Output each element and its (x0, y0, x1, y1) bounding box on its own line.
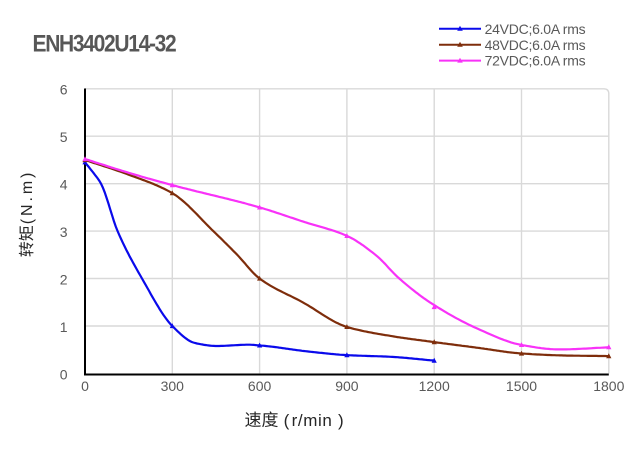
svg-text:ENH3402U14-32: ENH3402U14-32 (33, 30, 177, 57)
svg-text:24VDC;6.0A rms: 24VDC;6.0A rms (485, 21, 586, 37)
svg-text:): ) (338, 411, 344, 430)
svg-text:600: 600 (248, 378, 272, 394)
svg-text:1800: 1800 (593, 378, 624, 394)
svg-text:0: 0 (81, 378, 89, 394)
svg-text:6: 6 (60, 82, 68, 98)
svg-text:1: 1 (60, 319, 68, 335)
svg-text:1500: 1500 (506, 378, 537, 394)
svg-text:(N.m): (N.m) (19, 170, 36, 224)
svg-text:2: 2 (60, 271, 68, 287)
svg-text:900: 900 (335, 378, 359, 394)
svg-text:300: 300 (161, 378, 185, 394)
svg-text:5: 5 (60, 129, 68, 145)
svg-text:r/min: r/min (292, 411, 333, 430)
svg-text:3: 3 (60, 224, 68, 240)
svg-text:1200: 1200 (419, 378, 450, 394)
svg-text:0: 0 (60, 366, 68, 382)
svg-text:48VDC;6.0A rms: 48VDC;6.0A rms (485, 37, 586, 53)
svg-text:72VDC;6.0A rms: 72VDC;6.0A rms (485, 53, 586, 69)
svg-text:4: 4 (60, 177, 68, 193)
svg-text:(: ( (284, 411, 290, 430)
